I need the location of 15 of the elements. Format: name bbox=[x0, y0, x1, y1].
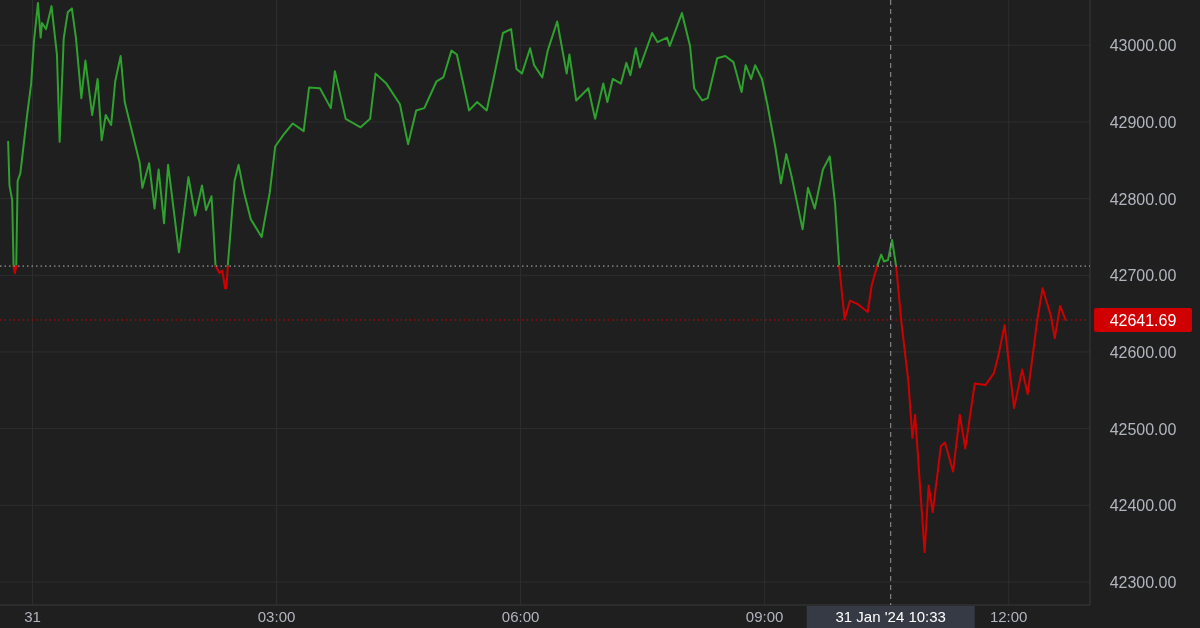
x-tick-label: 06:00 bbox=[501, 608, 540, 625]
y-tick-label: 43000.00 bbox=[1109, 37, 1177, 55]
y-tick-label: 42700.00 bbox=[1109, 267, 1177, 285]
y-tick-label: 42500.00 bbox=[1109, 420, 1177, 438]
x-tick-label: 03:00 bbox=[257, 608, 296, 625]
x-tick-label: 12:00 bbox=[989, 608, 1028, 625]
ref-line-label: 31 Jan '24 10:33 bbox=[835, 608, 946, 625]
x-tick-label: 31 bbox=[24, 608, 41, 625]
y-tick-label: 42800.00 bbox=[1109, 190, 1177, 208]
y-tick-label: 42400.00 bbox=[1109, 497, 1177, 515]
y-tick-label: 42300.00 bbox=[1109, 574, 1177, 591]
y-tick-label: 42900.00 bbox=[1109, 113, 1177, 131]
ref-line-label: 42641.69 bbox=[1109, 311, 1177, 329]
x-tick-label: 09:00 bbox=[745, 608, 784, 625]
y-tick-label: 42600.00 bbox=[1109, 343, 1177, 361]
